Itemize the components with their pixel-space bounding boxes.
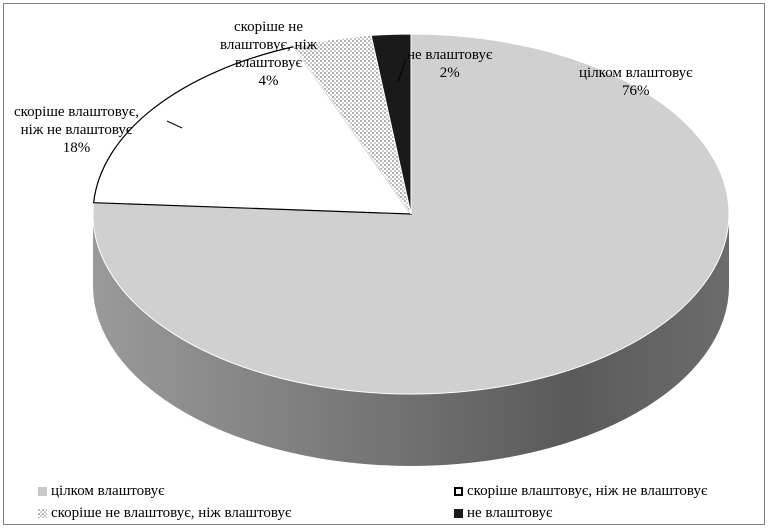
legend-swatch-2 [38,508,47,518]
legend-swatch-1 [454,486,463,496]
slice-label-0-pct: 76% [622,83,650,99]
slice-label-2-line3: влаштовує [235,55,302,71]
legend-label-2: скоріше не влаштовує, ніж влаштовує [51,505,292,521]
legend-swatch-0 [38,486,47,496]
slice-label-3-pct: 2% [439,65,460,81]
slice-label-3: не влаштовує 2% [407,46,492,82]
chart-area: цілком влаштовує 76% скоріше влаштовує, … [3,3,765,525]
legend-label-3: не влаштовує [467,505,553,521]
legend-swatch-3 [454,508,463,518]
legend-item-0: цілком влаштовує [38,482,165,500]
slice-label-1: скоріше влаштовує, ніж не влаштовує 18% [14,103,139,157]
slice-label-0-name: цілком влаштовує [579,65,693,81]
pie-chart [92,33,730,466]
slice-label-1-line2: ніж не влаштовує [20,122,133,138]
slice-label-2: скоріше не влаштовує, ніж влаштовує 4% [220,18,317,90]
slice-label-3-name: не влаштовує [407,47,493,63]
slice-label-2-line2: влаштовує, ніж [220,37,318,53]
slice-label-0: цілком влаштовує 76% [579,64,693,100]
legend-label-0: цілком влаштовує [51,483,165,499]
legend-item-2: скоріше не влаштовує, ніж влаштовує [38,504,291,522]
legend-label-1: скоріше влаштовує, ніж не влаштовує [467,483,708,499]
legend-item-3: не влаштовує [454,504,552,522]
slice-label-2-line1: скоріше не [234,19,303,35]
slice-label-2-pct: 4% [258,73,279,89]
pie-side-wall [93,214,729,466]
slice-label-1-line1: скоріше влаштовує, [14,104,140,120]
legend-item-1: скоріше влаштовує, ніж не влаштовує [454,482,707,500]
slice-label-1-pct: 18% [62,140,91,156]
pie-slice-1 [92,45,413,215]
